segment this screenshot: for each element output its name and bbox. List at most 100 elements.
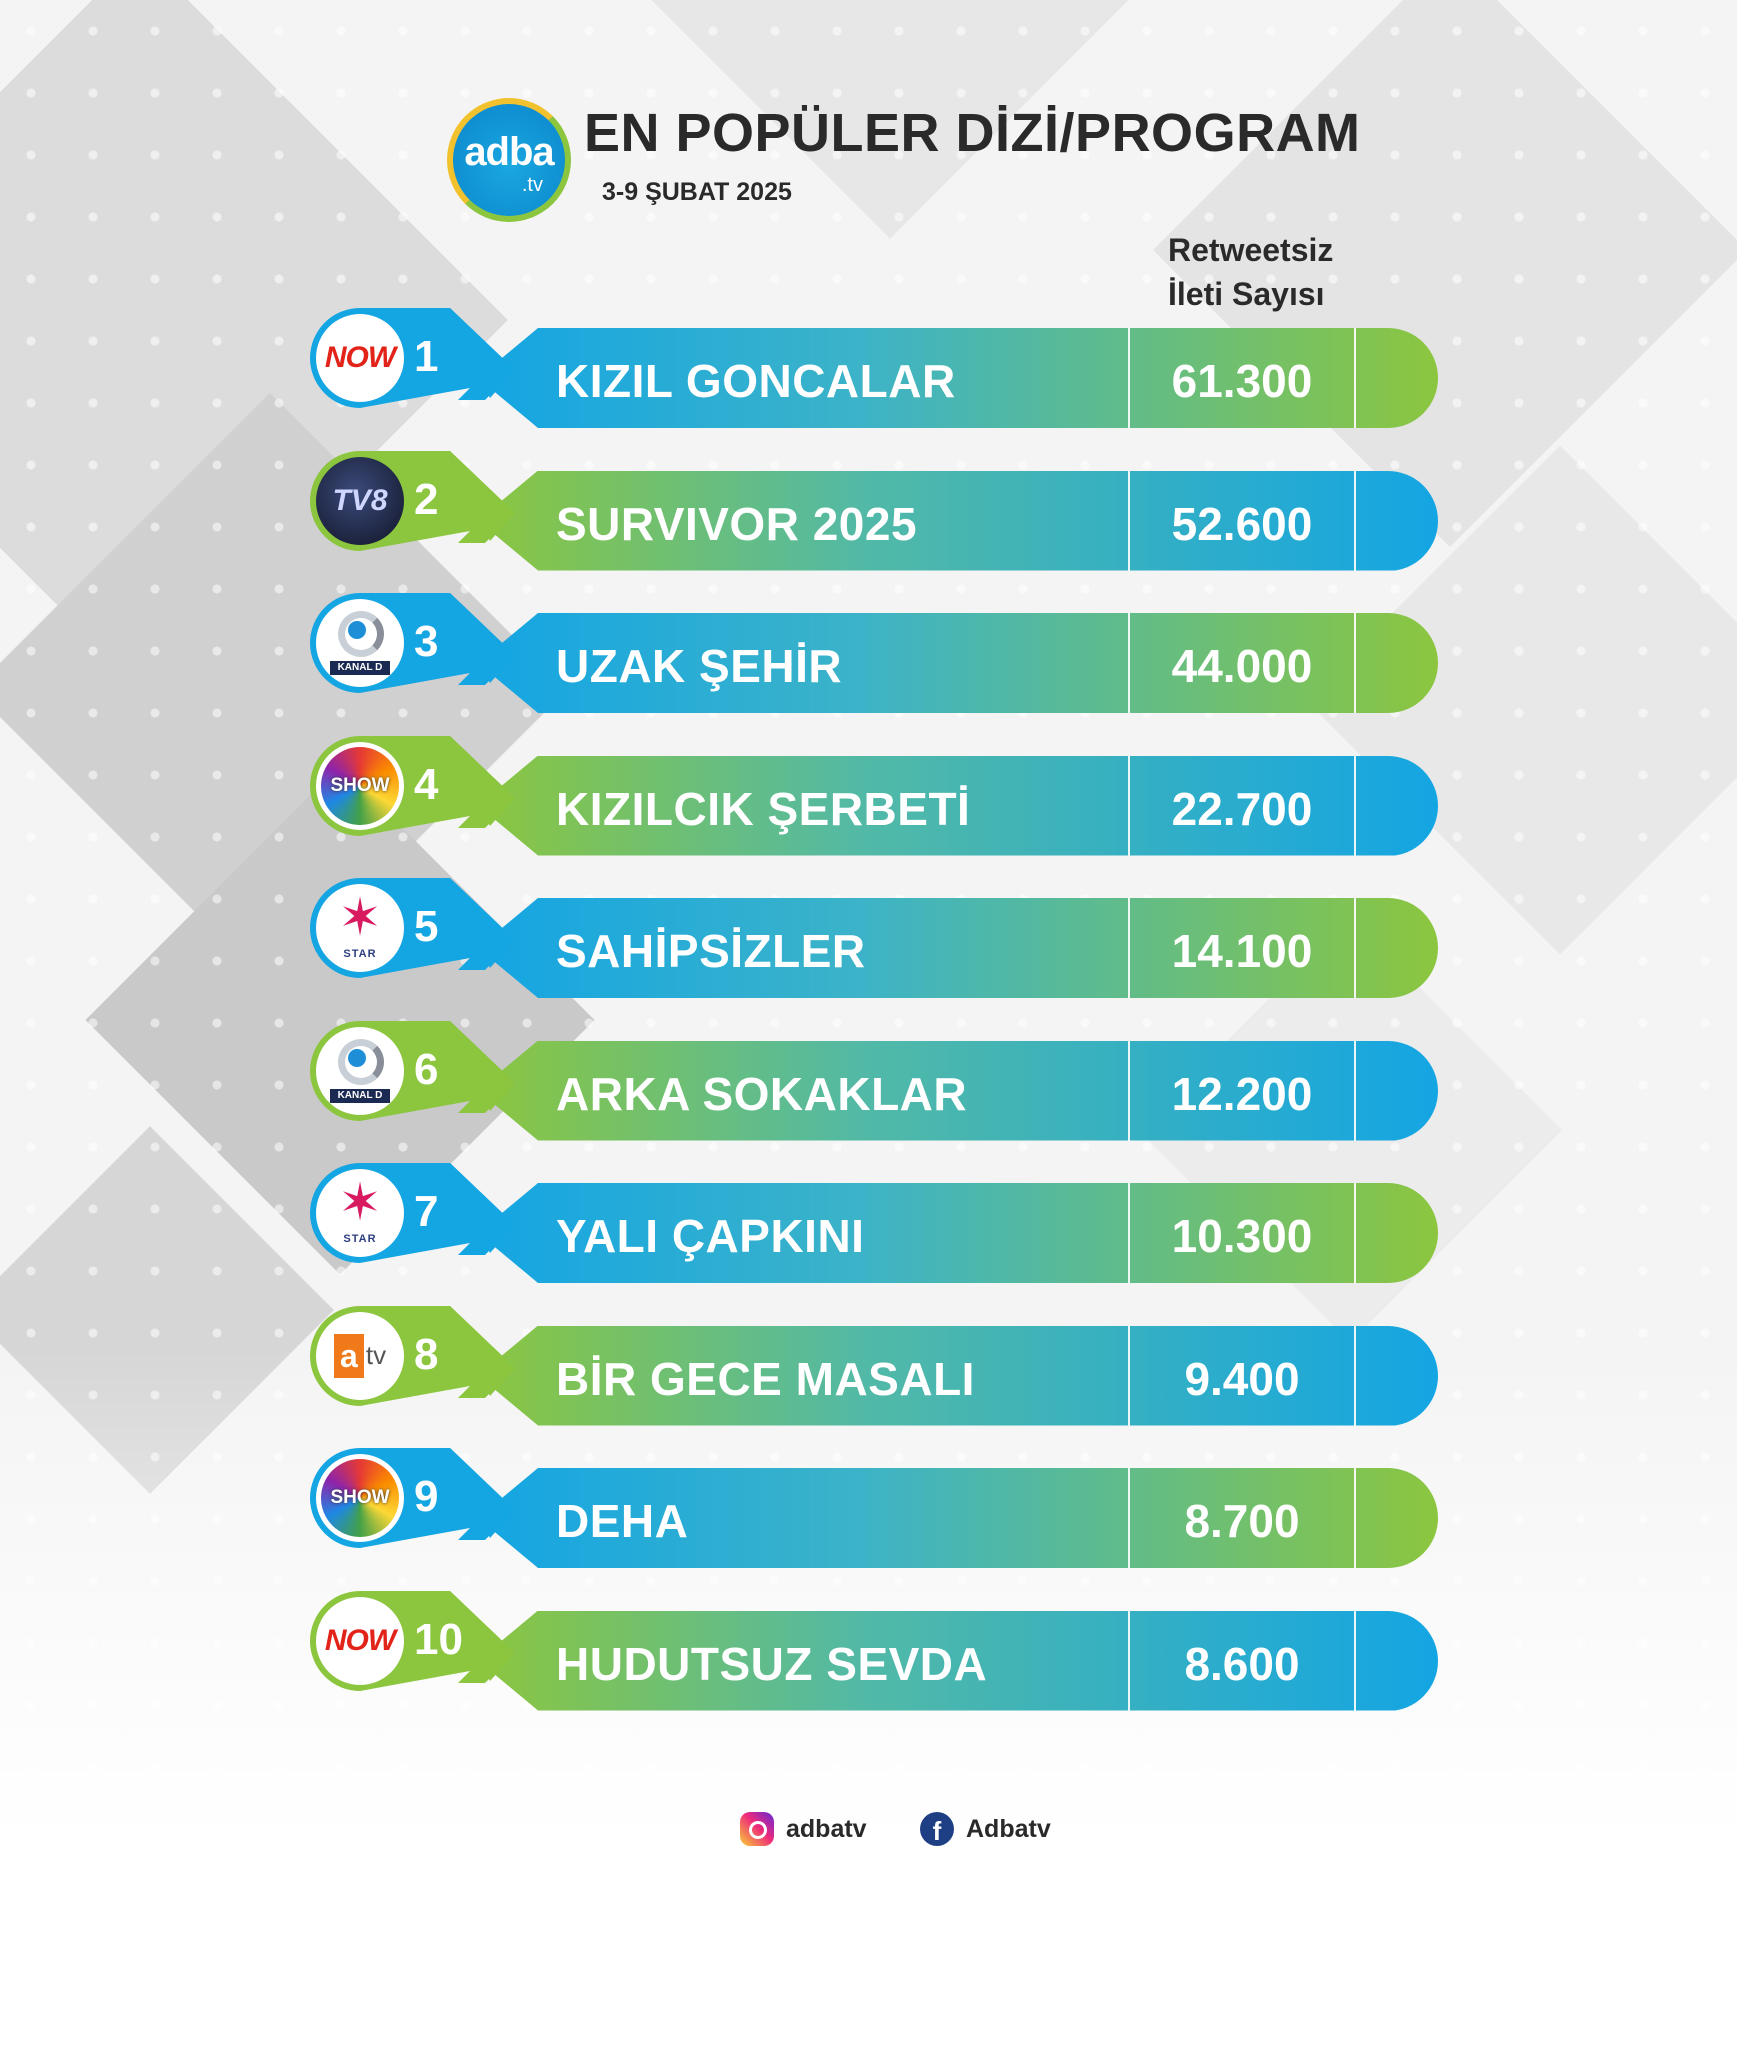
rank-badge: NOW 1	[310, 308, 520, 408]
kanal-d-logo-icon: KANAL D	[316, 599, 404, 687]
program-name: HUDUTSUZ SEVDA	[556, 1637, 988, 1690]
rank-number: 3	[414, 617, 439, 666]
post-count: 44.000	[1171, 640, 1313, 692]
divider	[1128, 613, 1130, 713]
divider	[1128, 1468, 1130, 1568]
atv-logo-icon: a tv	[316, 1311, 404, 1400]
instagram-handle: adbatv	[786, 1814, 867, 1843]
ranking-bar: YALI ÇAPKINI 10.300	[478, 1183, 1438, 1283]
divider	[1354, 1325, 1356, 1426]
rank-number: 2	[414, 474, 439, 524]
divider	[1128, 328, 1130, 428]
logo-main-text: adba	[464, 130, 554, 174]
adba-logo: adba .tv	[447, 98, 571, 222]
divider	[1128, 1183, 1130, 1283]
rank-number: 6	[414, 1044, 439, 1094]
divider	[1128, 898, 1130, 998]
tv8-logo-icon: TV8	[316, 456, 404, 545]
footer: adbatv f Adbatv	[0, 1812, 1737, 1852]
post-count: 10.300	[1171, 1210, 1313, 1262]
ranking-bar: ARKA SOKAKLAR 12.200	[478, 1040, 1438, 1141]
column-header-line2: İleti Sayısı	[1168, 276, 1325, 312]
ranking-row: KIZILCIK ŞERBETİ 22.700 SHOW 4	[0, 735, 1737, 866]
divider	[1354, 755, 1356, 856]
ranking-bar: SURVIVOR 2025 52.600	[478, 470, 1438, 571]
rank-badge: a tv 8	[310, 1305, 520, 1406]
date-range: 3-9 ŞUBAT 2025	[602, 178, 792, 206]
ranking-bar: KIZIL GONCALAR 61.300	[478, 328, 1438, 428]
ranking-row: ARKA SOKAKLAR 12.200 KANAL D 6	[0, 1020, 1737, 1151]
logo-sub-text: .tv	[521, 174, 543, 196]
star-tv-logo-icon: ✶ STAR	[316, 1169, 404, 1257]
column-header-line1: Retweetsiz	[1168, 232, 1334, 268]
ranking-row: YALI ÇAPKINI 10.300 ✶ STAR 7	[0, 1163, 1737, 1293]
ranking-row: SAHİPSİZLER 14.100 ✶ STAR 5	[0, 878, 1737, 1008]
rank-number: 9	[414, 1472, 439, 1521]
post-count: 9.400	[1184, 1352, 1300, 1405]
divider	[1128, 755, 1130, 856]
ranking-bar: SAHİPSİZLER 14.100	[478, 898, 1438, 998]
program-name: KIZIL GONCALAR	[556, 355, 956, 407]
rank-number: 7	[414, 1187, 439, 1236]
rank-number: 8	[414, 1329, 439, 1379]
divider	[1354, 328, 1356, 428]
rank-badge: KANAL D 3	[310, 593, 520, 693]
now-logo-icon: NOW	[316, 1596, 404, 1685]
ranking-row: DEHA 8.700 SHOW 9	[0, 1448, 1737, 1578]
program-name: ARKA SOKAKLAR	[556, 1067, 968, 1120]
instagram-link[interactable]: adbatv	[740, 1812, 867, 1846]
divider	[1354, 470, 1356, 571]
divider	[1128, 470, 1130, 571]
star-tv-logo-icon: ✶ STAR	[316, 884, 404, 972]
program-name: UZAK ŞEHİR	[556, 640, 843, 692]
post-count: 8.700	[1184, 1495, 1300, 1547]
divider	[1354, 1610, 1356, 1711]
program-name: KIZILCIK ŞERBETİ	[556, 782, 971, 835]
kanal-d-logo-icon: KANAL D	[316, 1026, 404, 1115]
column-header: Retweetsiz İleti Sayısı	[1168, 228, 1333, 316]
rank-badge: ✶ STAR 5	[310, 878, 520, 978]
ranking-row: SURVIVOR 2025 52.600 TV8 2	[0, 450, 1737, 581]
program-name: BİR GECE MASALI	[556, 1352, 975, 1405]
program-name: SURVIVOR 2025	[556, 497, 918, 550]
rank-badge: KANAL D 6	[310, 1020, 520, 1121]
ranking-bar: UZAK ŞEHİR 44.000	[478, 613, 1438, 713]
rank-badge: SHOW 9	[310, 1448, 520, 1548]
ranking-row: UZAK ŞEHİR 44.000 KANAL D 3	[0, 593, 1737, 723]
rank-number: 10	[414, 1614, 463, 1664]
program-name: DEHA	[556, 1495, 689, 1547]
facebook-link[interactable]: f Adbatv	[920, 1812, 1051, 1846]
post-count: 12.200	[1171, 1067, 1313, 1120]
program-name: YALI ÇAPKINI	[556, 1210, 865, 1262]
program-name: SAHİPSİZLER	[556, 925, 866, 977]
rank-number: 4	[414, 759, 439, 809]
divider	[1128, 1325, 1130, 1426]
facebook-handle: Adbatv	[966, 1814, 1051, 1843]
rank-badge: NOW 10	[310, 1590, 520, 1691]
divider	[1354, 1183, 1356, 1283]
rank-badge: TV8 2	[310, 450, 520, 551]
rank-badge: SHOW 4	[310, 735, 520, 836]
ranking-bar: KIZILCIK ŞERBETİ 22.700	[478, 755, 1438, 856]
ranking-row: KIZIL GONCALAR 61.300 NOW 1	[0, 308, 1737, 438]
rank-number: 5	[414, 902, 439, 951]
divider	[1354, 1040, 1356, 1141]
post-count: 22.700	[1171, 782, 1313, 835]
show-tv-logo-icon: SHOW	[316, 1454, 404, 1542]
ranking-bar: HUDUTSUZ SEVDA 8.600	[478, 1610, 1438, 1711]
page-title: EN POPÜLER DİZİ/PROGRAM	[584, 103, 1361, 163]
divider	[1128, 1610, 1130, 1711]
ranking-bar: BİR GECE MASALI 9.400	[478, 1325, 1438, 1426]
rank-badge: ✶ STAR 7	[310, 1163, 520, 1263]
divider	[1128, 1040, 1130, 1141]
divider	[1354, 1468, 1356, 1568]
divider	[1354, 898, 1356, 998]
post-count: 14.100	[1171, 925, 1313, 977]
post-count: 61.300	[1171, 355, 1313, 407]
now-logo-icon: NOW	[316, 314, 404, 402]
ranking-bar: DEHA 8.700	[478, 1468, 1438, 1568]
post-count: 52.600	[1171, 497, 1313, 550]
instagram-icon	[740, 1812, 774, 1846]
ranking-row: BİR GECE MASALI 9.400 a tv 8	[0, 1305, 1737, 1436]
show-tv-logo-icon: SHOW	[316, 741, 404, 830]
